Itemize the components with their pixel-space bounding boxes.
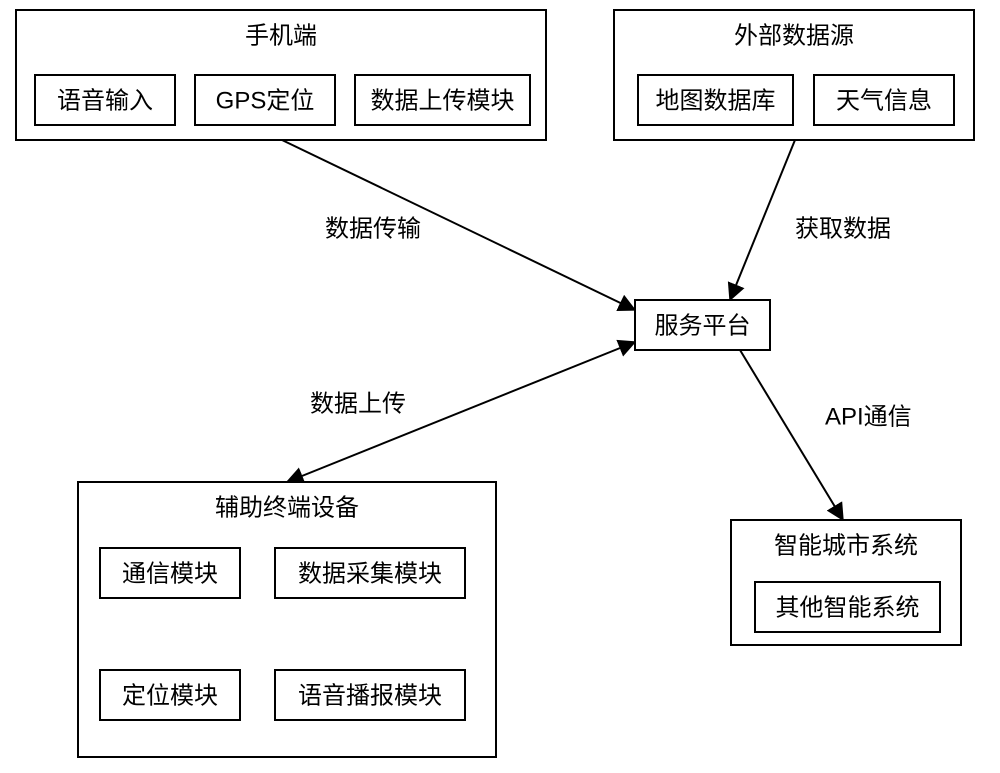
node-label-map_db: 地图数据库: [656, 87, 776, 114]
group-title-external: 外部数据源: [734, 22, 854, 49]
node-label-weather: 天气信息: [836, 87, 932, 114]
node-label-platform: 服务平台: [655, 312, 751, 339]
node-label-data_collect: 数据采集模块: [298, 560, 442, 587]
edge-label-terminal-platform: 数据上传: [310, 390, 406, 417]
edge-external-platform: [730, 140, 795, 300]
edge-label-mobile-platform: 数据传输: [325, 215, 421, 242]
group-title-mobile: 手机端: [245, 22, 317, 49]
node-label-comm_mod: 通信模块: [122, 560, 218, 587]
edge-platform-city: [740, 350, 843, 520]
node-label-voice_input: 语音输入: [57, 87, 153, 114]
group-title-city: 智能城市系统: [774, 532, 918, 559]
node-label-upload_mod: 数据上传模块: [371, 87, 515, 114]
edge-label-external-platform: 获取数据: [795, 215, 891, 242]
node-label-voice_broadcast: 语音播报模块: [298, 682, 442, 709]
edge-label-platform-city: API通信: [825, 403, 912, 430]
node-label-gps: GPS定位: [216, 87, 315, 114]
node-label-locate_mod: 定位模块: [122, 682, 218, 709]
node-label-other_sys: 其他智能系统: [776, 594, 920, 621]
group-title-terminal: 辅助终端设备: [215, 494, 359, 521]
